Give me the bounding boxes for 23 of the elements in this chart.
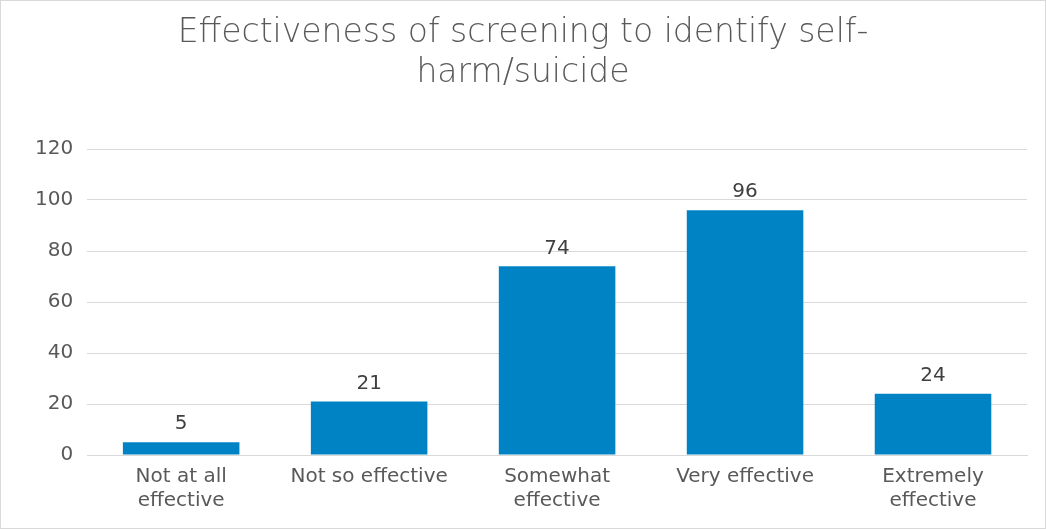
x-tick-label: Not at all effective [135, 463, 227, 512]
bar [122, 442, 240, 455]
data-label: 5 [174, 410, 188, 435]
y-tick-label: 60 [47, 288, 74, 313]
x-tick-label: Somewhat effective [504, 463, 611, 512]
y-tick-label: 80 [47, 237, 74, 262]
y-tick-label: 100 [34, 186, 74, 211]
y-tick-label: 40 [47, 339, 74, 364]
bar [686, 210, 804, 455]
y-tick-label: 0 [60, 441, 74, 466]
data-label: 74 [544, 234, 570, 259]
bar [310, 401, 428, 455]
data-label: 24 [920, 362, 946, 386]
bar [874, 393, 992, 455]
x-tick-label: Very effective [676, 463, 814, 488]
x-tick-label: Not so effective [290, 463, 448, 488]
y-tick-label: 120 [34, 135, 74, 160]
bar [498, 266, 616, 455]
y-tick-label: 20 [47, 390, 74, 415]
x-tick-label: Extremely effective [882, 463, 984, 512]
data-label: 21 [356, 369, 382, 394]
chart-title: Effectiveness of screening to identify self-harm/suicide [176, 11, 870, 91]
data-label: 96 [732, 178, 758, 203]
